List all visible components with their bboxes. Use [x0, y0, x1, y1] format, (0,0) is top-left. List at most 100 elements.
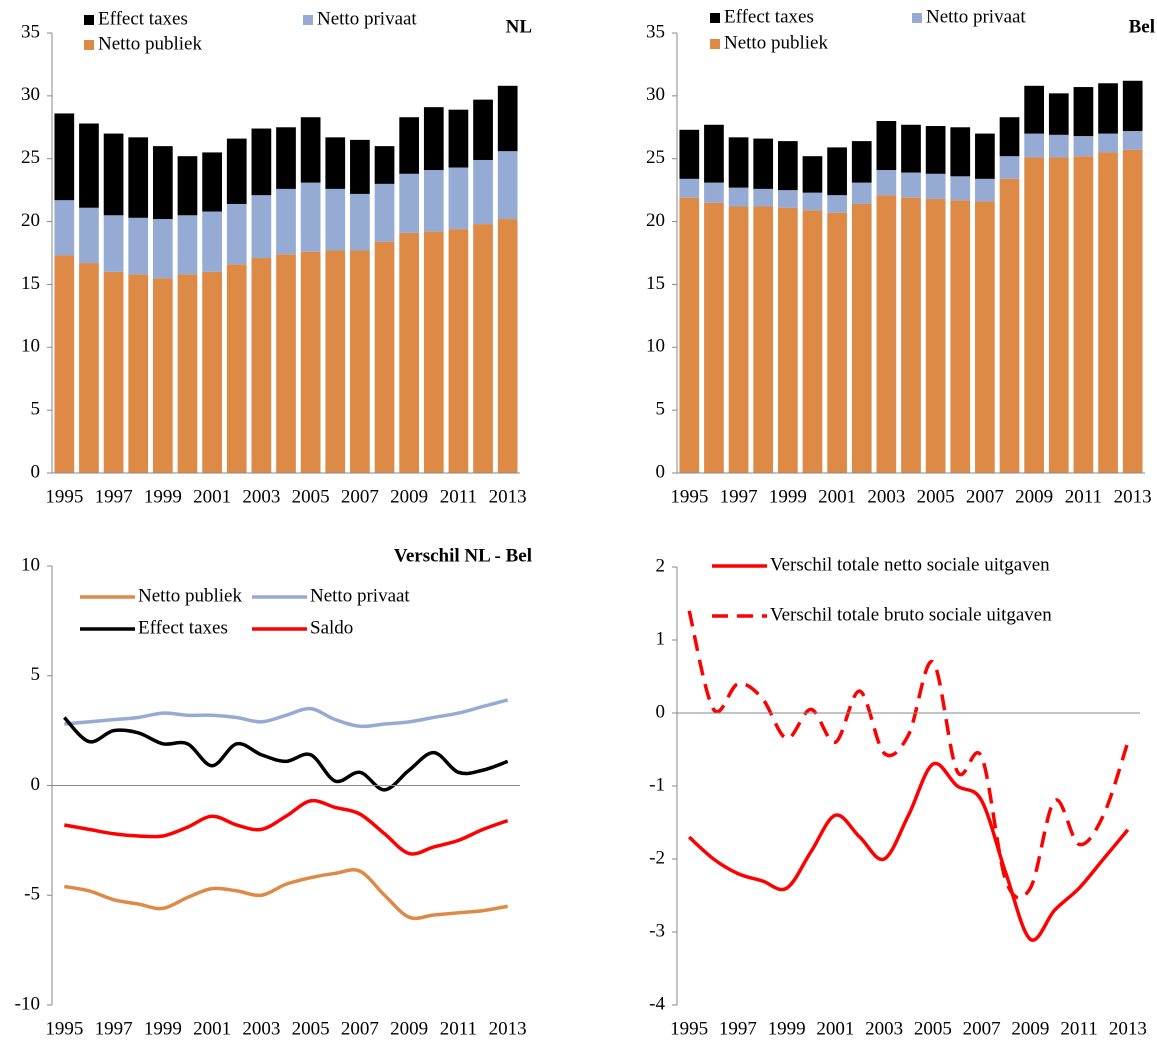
x-tick-label: 1997 — [95, 486, 133, 507]
y-tick-label: -10 — [15, 993, 40, 1014]
bar-segment — [802, 210, 823, 473]
legend-label: Netto publiek — [138, 585, 242, 606]
bar-segment — [999, 117, 1020, 157]
bar-segment — [1122, 131, 1143, 150]
legend-swatch — [912, 13, 922, 23]
bar-segment — [827, 147, 847, 196]
y-tick-label: 20 — [646, 210, 665, 231]
bar-segment — [901, 172, 921, 198]
y-tick-label: 35 — [646, 21, 665, 42]
bar-segment — [1073, 156, 1094, 473]
bar-segment — [79, 207, 99, 264]
y-tick-label: 5 — [656, 399, 666, 420]
bar-segment — [1024, 133, 1045, 158]
y-tick-label: 10 — [21, 336, 40, 357]
bar-segment — [851, 203, 872, 473]
x-tick-label: 1999 — [144, 486, 182, 507]
x-tick-label: 2013 — [489, 1018, 527, 1039]
legend-swatch — [84, 40, 94, 50]
x-tick-label: 2007 — [966, 486, 1004, 507]
x-tick-label: 2001 — [816, 1018, 854, 1039]
bar-segment — [925, 173, 946, 199]
y-tick-label: -4 — [649, 993, 665, 1014]
bar-segment — [679, 129, 700, 179]
x-tick-label: 1999 — [144, 1018, 182, 1039]
bar-segment — [54, 200, 75, 256]
line-series — [688, 761, 1130, 942]
x-tick-label: 2007 — [341, 1018, 379, 1039]
bar-segment — [876, 195, 897, 473]
bar-segment — [79, 123, 99, 208]
bar-segment — [851, 141, 872, 183]
bar-segment — [728, 137, 749, 188]
bar-segment — [276, 127, 296, 189]
bar-segment — [152, 219, 173, 279]
line-series — [63, 716, 509, 792]
bar-segment — [374, 183, 395, 242]
bar-segment — [925, 198, 946, 473]
bar-segment — [251, 128, 272, 196]
y-tick-label: 30 — [646, 84, 665, 105]
legend-label: Netto publiek — [724, 32, 828, 53]
bar-segment — [1122, 80, 1143, 132]
x-tick-label: 1997 — [95, 1018, 133, 1039]
bar-segment — [448, 229, 469, 473]
bar-segment — [473, 224, 493, 473]
legend-swatch — [303, 15, 313, 25]
y-tick-label: 20 — [21, 210, 40, 231]
bar-segment — [202, 211, 222, 272]
bar-segment — [497, 85, 518, 152]
bar-segment — [999, 178, 1020, 474]
x-tick-label: 2007 — [963, 1018, 1001, 1039]
bar-segment — [152, 278, 173, 473]
y-tick-label: 0 — [31, 774, 41, 795]
bar-segment — [473, 159, 493, 225]
y-tick-label: -5 — [24, 884, 40, 905]
bar-segment — [950, 127, 971, 177]
bar-segment — [300, 251, 321, 473]
bar-segment — [1024, 85, 1045, 134]
x-tick-label: 2003 — [867, 486, 905, 507]
legend-label: Netto privaat — [310, 585, 410, 606]
bar-segment — [399, 173, 420, 233]
x-tick-label: 1997 — [719, 1018, 757, 1039]
bar-segment — [777, 190, 798, 208]
bar-segment — [1024, 157, 1045, 473]
bar-segment — [975, 201, 995, 473]
line-series — [687, 610, 1130, 900]
bar-segment — [128, 137, 149, 218]
bar-segment — [226, 138, 247, 204]
x-tick-label: 2009 — [390, 1018, 428, 1039]
bar-segment — [202, 152, 222, 212]
bar-segment — [876, 121, 897, 171]
y-tick-label: 25 — [21, 147, 40, 168]
bar-segment — [704, 182, 724, 203]
bar-segment — [374, 146, 395, 184]
bar-segment — [925, 126, 946, 174]
legend-label: Netto privaat — [926, 6, 1026, 27]
bar-segment — [325, 250, 346, 473]
bar-segment — [226, 264, 247, 473]
bar-segment — [399, 117, 420, 174]
y-tick-label: 35 — [21, 21, 40, 42]
x-tick-label: 1995 — [670, 486, 708, 507]
bar-segment — [177, 156, 198, 216]
legend-label: Effect taxes — [98, 8, 188, 29]
bar-segment — [950, 176, 971, 201]
y-tick-label: 0 — [656, 701, 666, 722]
line-series — [64, 798, 509, 856]
bar-segment — [177, 215, 198, 275]
y-tick-label: 0 — [31, 461, 41, 482]
bar-segment — [802, 192, 823, 211]
x-tick-label: 2003 — [865, 1018, 903, 1039]
bar-segment — [704, 124, 724, 183]
legend-swatch — [710, 13, 720, 23]
bar-segment — [54, 255, 75, 473]
y-tick-label: 25 — [646, 147, 665, 168]
bar-segment — [448, 167, 469, 230]
bar-segment — [350, 193, 370, 251]
x-tick-label: 1995 — [45, 1018, 83, 1039]
y-tick-label: 10 — [646, 336, 665, 357]
y-tick-label: 15 — [21, 273, 40, 294]
